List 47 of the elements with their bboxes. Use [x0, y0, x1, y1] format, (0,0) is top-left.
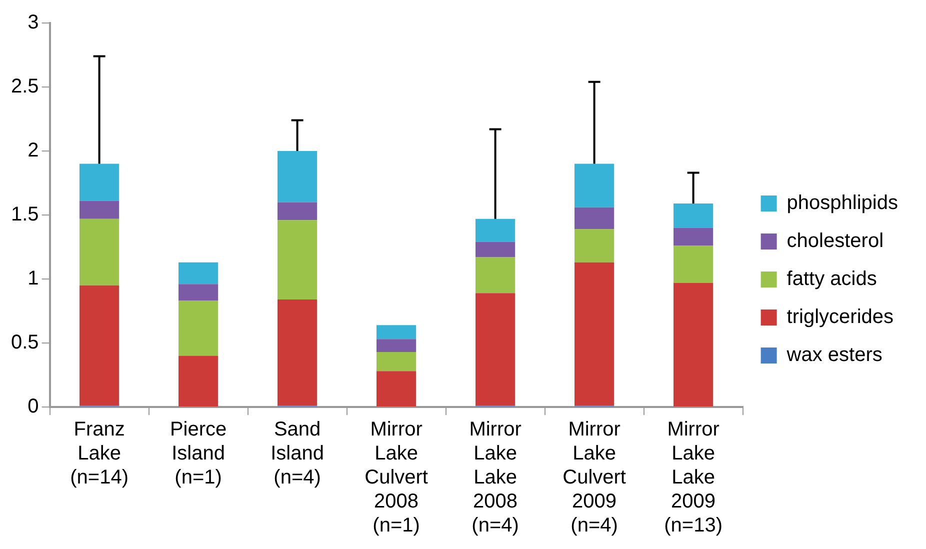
x-tick-label: Mirror Lake Lake 2008 (n=4)	[469, 418, 522, 537]
y-tick-label: 2.5	[10, 76, 39, 98]
bar	[80, 200, 120, 219]
bar	[674, 203, 714, 228]
bar	[376, 339, 416, 352]
x-tick-label: Mirror Lake Lake 2009 (n=13)	[664, 418, 722, 537]
x-tick-label: Pierce Island (n=1)	[170, 418, 227, 489]
bar	[278, 202, 318, 220]
x-tick-label: Mirror Lake Culvert 2008 (n=1)	[364, 418, 428, 537]
bar	[80, 218, 120, 286]
bar	[476, 218, 516, 242]
bar	[574, 262, 614, 406]
bar	[278, 299, 318, 406]
bar	[178, 300, 218, 356]
bar	[278, 220, 318, 300]
bar	[574, 229, 614, 262]
bar	[674, 246, 714, 283]
y-tick-label: 1.5	[10, 204, 39, 226]
bar	[674, 282, 714, 406]
bar	[278, 151, 318, 202]
x-tick-label: Franz Lake (n=14)	[70, 418, 128, 489]
y-tick-label: 1	[28, 268, 39, 290]
bar	[376, 325, 416, 340]
bar	[80, 285, 120, 406]
y-tick-label: 0	[28, 396, 39, 418]
bar	[476, 293, 516, 406]
bar	[574, 207, 614, 230]
legend-label: cholesterol	[786, 230, 884, 252]
bar	[178, 284, 218, 301]
bar	[80, 164, 120, 201]
y-tick-label: 0.5	[10, 332, 39, 354]
y-tick-label: 2	[28, 140, 39, 162]
bar	[178, 356, 218, 406]
bar	[674, 228, 714, 246]
bar	[376, 371, 416, 406]
x-tick-label: Sand Island (n=4)	[270, 418, 324, 489]
legend-label: phosphlipids	[786, 192, 898, 214]
legend-label: triglycerides	[786, 306, 894, 328]
bar	[376, 352, 416, 372]
legend-label: wax esters	[786, 344, 882, 366]
bar	[178, 262, 218, 284]
bar	[476, 257, 516, 294]
bar	[476, 242, 516, 258]
bar	[574, 164, 614, 208]
legend-label: fatty acids	[786, 268, 877, 290]
x-tick-label: Mirror Lake Culvert 2009 (n=4)	[562, 418, 626, 537]
y-tick-label: 3	[28, 12, 39, 34]
